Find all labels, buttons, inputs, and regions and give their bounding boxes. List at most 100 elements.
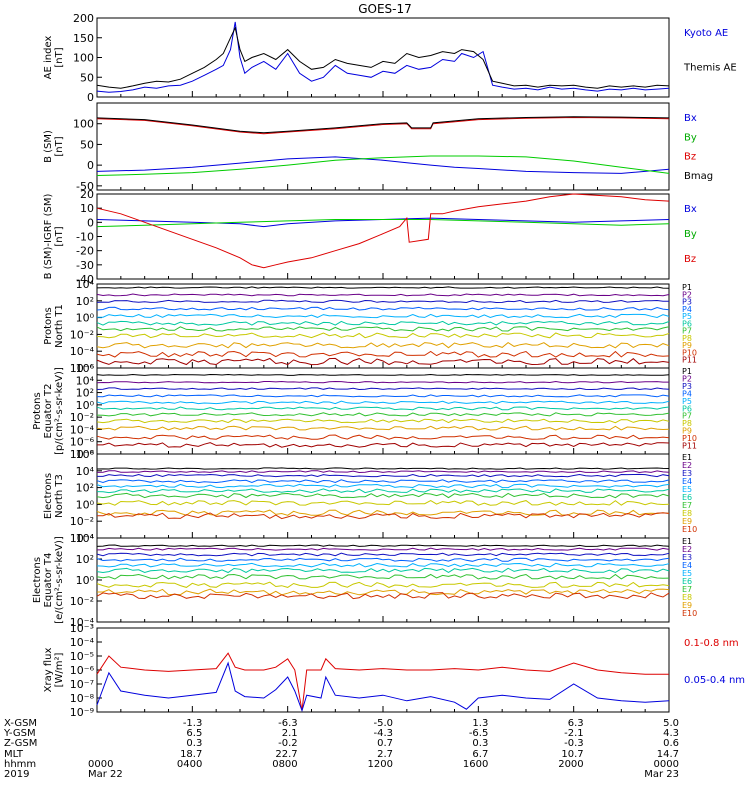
legend-label-e2: E2 (682, 545, 692, 554)
channel-line-e10 (96, 592, 670, 600)
y-tick-label: 10⁻⁷ (70, 678, 94, 691)
channel-line-e6 (96, 567, 670, 574)
legend-label-p11: P11 (682, 356, 697, 365)
y-axis-label: Electrons (43, 473, 54, 519)
x-axis-value: 0.3 (472, 738, 488, 749)
x-axis-value: -6.3 (278, 718, 298, 729)
x-axis-value: -0.2 (278, 738, 298, 749)
y-tick-label: 10⁻² (70, 328, 94, 341)
legend-label-p8: P8 (682, 419, 692, 428)
legend-label-e10: E10 (682, 525, 697, 534)
legend-label-e8: E8 (682, 593, 692, 602)
channel-line-p11 (96, 357, 670, 366)
x-axis-value: 6.3 (568, 718, 584, 729)
y-tick-label: 10⁰ (76, 312, 95, 325)
x-axis-row-label: MLT (4, 749, 24, 760)
channel-line-p6 (96, 406, 670, 411)
channel-line-e2 (96, 470, 670, 474)
legend-label: 0.05-0.4 nm (684, 675, 745, 686)
channel-line-e3 (96, 552, 670, 557)
x-axis-value: 1200 (368, 759, 393, 770)
channel-line-e9 (96, 509, 670, 516)
panel-frame (96, 367, 670, 455)
y-tick-label: 10⁴ (76, 532, 95, 545)
y-tick-label: 10⁰ (76, 498, 95, 511)
legend-label-e1: E1 (682, 537, 692, 546)
y-tick-label: 10⁴ (76, 278, 95, 291)
y-axis-label: AE index (43, 36, 54, 80)
panel-frame (96, 537, 670, 623)
legend-label-e3: E3 (682, 553, 692, 562)
y-axis-label: North T1 (54, 304, 65, 348)
legend-label-e4: E4 (682, 561, 692, 570)
y-tick-label: 10 (80, 202, 94, 215)
channel-line-p1 (96, 373, 670, 376)
x-axis-row-label: X-GSM (4, 718, 37, 729)
legend-label-p5: P5 (682, 397, 692, 406)
channel-line-p5 (96, 400, 670, 405)
legend-label-p6: P6 (682, 319, 692, 328)
y-tick-label: 100 (73, 52, 94, 65)
legend-label-p7: P7 (682, 327, 692, 336)
channel-line-p7 (96, 326, 670, 332)
x-axis-value: -0.3 (564, 738, 584, 749)
x-axis-row-label: Y-GSM (3, 728, 36, 739)
series-line-by (96, 219, 670, 228)
panel-ae: 200 150 100 50 0 AE index [nT] Kyoto AE Themis A… (43, 12, 737, 104)
y-axis-label: Xray flux (43, 648, 54, 693)
series-line-by (96, 155, 670, 176)
y-tick-label: 10⁴ (76, 465, 95, 478)
x-axis-value: 6.5 (186, 728, 202, 739)
x-axis-value: 14.7 (657, 749, 679, 760)
plot-title: GOES-17 (358, 2, 412, 16)
x-axis-value: 5.0 (663, 718, 679, 729)
y-tick-label: 10⁻⁶ (70, 362, 95, 375)
legend-label-p7: P7 (682, 412, 692, 421)
legend-label-e5: E5 (682, 485, 692, 494)
y-axis-label: Electrons (32, 557, 43, 603)
panel-bsm: 100 50 0 -50 B (SM) [nT] Bx By Bz Bmag (43, 102, 713, 193)
legend-label-p4: P4 (682, 305, 692, 314)
x-axis-value: 0.6 (663, 738, 679, 749)
legend-label: By (684, 132, 697, 143)
legend-label-e3: E3 (682, 469, 692, 478)
x-axis-value: 18.7 (180, 749, 202, 760)
channel-line-p2 (96, 380, 669, 384)
legend-label: Bz (684, 254, 696, 265)
y-tick-label: 10⁶ (76, 448, 95, 461)
x-axis-value: 0000 (654, 759, 679, 770)
channel-line-e9 (97, 588, 670, 596)
y-axis-label: Equator T4 (43, 553, 54, 608)
x-axis-value: 2.7 (377, 749, 393, 760)
channel-line-p5 (97, 313, 670, 319)
legend-label-e6: E6 (682, 493, 692, 502)
legend-label-p4: P4 (682, 389, 692, 398)
x-axis-value: -4.3 (373, 728, 393, 739)
x-axis-value: 1.3 (472, 718, 488, 729)
y-axis-label: [e/(cm²-s-sr-keV)] (54, 536, 65, 624)
y-tick-label: 50 (80, 71, 94, 84)
series-line-bz (96, 116, 670, 135)
y-tick-label: 200 (73, 12, 94, 25)
channel-line-e8 (96, 500, 670, 506)
legend-label-e2: E2 (682, 461, 692, 470)
y-tick-label: 150 (73, 32, 94, 45)
y-tick-label: 10⁻³ (70, 622, 94, 635)
legend-label-p1: P1 (682, 283, 692, 292)
y-tick-label: 100 (73, 118, 94, 131)
x-axis-value: 2000 (558, 759, 583, 770)
legend-label-p5: P5 (682, 312, 692, 321)
legend-label-p3: P3 (682, 298, 692, 307)
x-axis-value: -2.1 (564, 728, 584, 739)
channel-line-e2 (97, 547, 670, 551)
legend-label-e1: E1 (682, 453, 692, 462)
channel-line-p10 (96, 350, 670, 358)
y-axis-label: North T3 (54, 474, 65, 518)
y-tick-label: -30 (76, 259, 94, 272)
y-axis-label: [nT] (54, 226, 65, 246)
legend-label-e6: E6 (682, 577, 692, 586)
x-axis-value: -1.3 (183, 718, 203, 729)
